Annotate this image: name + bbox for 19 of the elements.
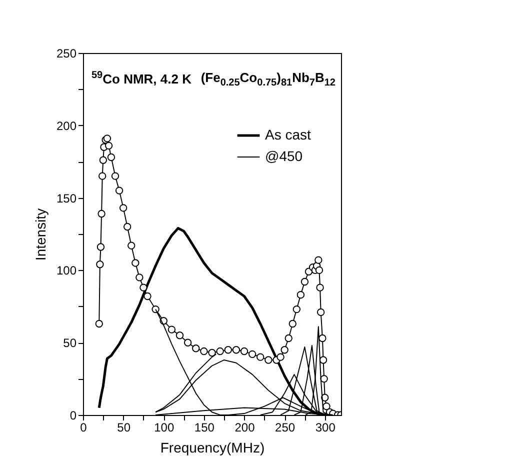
x-tick-label: 200 [234,420,256,434]
y-axis-title: Intensity [32,208,48,261]
x-tick-label: 150 [194,420,215,434]
y-tick-label: 50 [63,336,77,350]
x-tick-label: 0 [80,420,88,434]
text: (Fe$_{0.25}$Co$_{0.75}$)$_{81}$Nb$_{7}$B$_{12}$ [200,70,336,88]
x-tick-label: 50 [117,420,131,434]
y-tick-label: 100 [56,264,77,278]
legend-label: @450 [265,148,303,164]
y-tick-label: 0 [70,408,77,422]
legend-label: As cast [265,126,312,142]
x-axis-title: Frequency(MHz) [160,440,265,456]
annotation: $^{59}$Co NMR, 4.2 K [92,70,192,86]
x-tick-label: 250 [275,420,296,434]
x-tick-label: 300 [315,420,336,434]
y-tick-label: 250 [56,46,77,60]
y-tick-label: 200 [56,118,77,133]
x-tick-label: 100 [154,420,174,434]
y-tick-label: 150 [56,191,77,206]
